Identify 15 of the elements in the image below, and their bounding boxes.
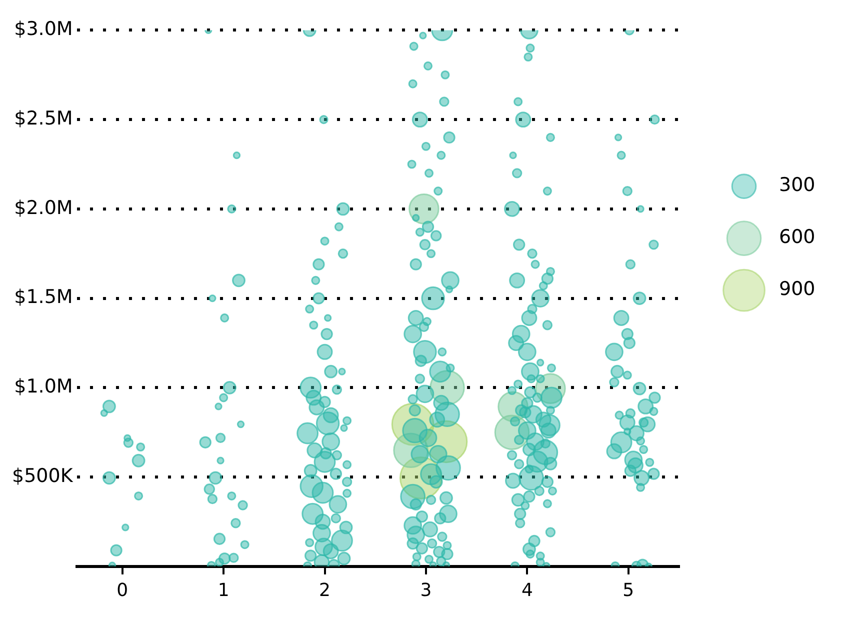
y-tick-label: $3.0M <box>14 18 73 40</box>
legend-label: 300 <box>779 174 816 196</box>
x-tick-label: 1 <box>218 580 230 601</box>
legend-label: 600 <box>779 226 816 248</box>
y-tick-label: $2.0M <box>14 196 73 219</box>
x-tick-label: 5 <box>622 580 634 601</box>
y-tick-label: $1.0M <box>14 376 73 398</box>
x-tick-label: 4 <box>521 580 533 601</box>
x-tick-label: 2 <box>319 580 330 601</box>
x-tick-label: 3 <box>420 580 432 601</box>
y-tick-label: $2.5M <box>14 108 73 130</box>
legend-label: 900 <box>779 278 816 300</box>
y-tick-label: $1.5M <box>14 286 73 308</box>
x-tick-label: 0 <box>116 580 128 601</box>
y-tick-label: $500K <box>12 464 74 487</box>
